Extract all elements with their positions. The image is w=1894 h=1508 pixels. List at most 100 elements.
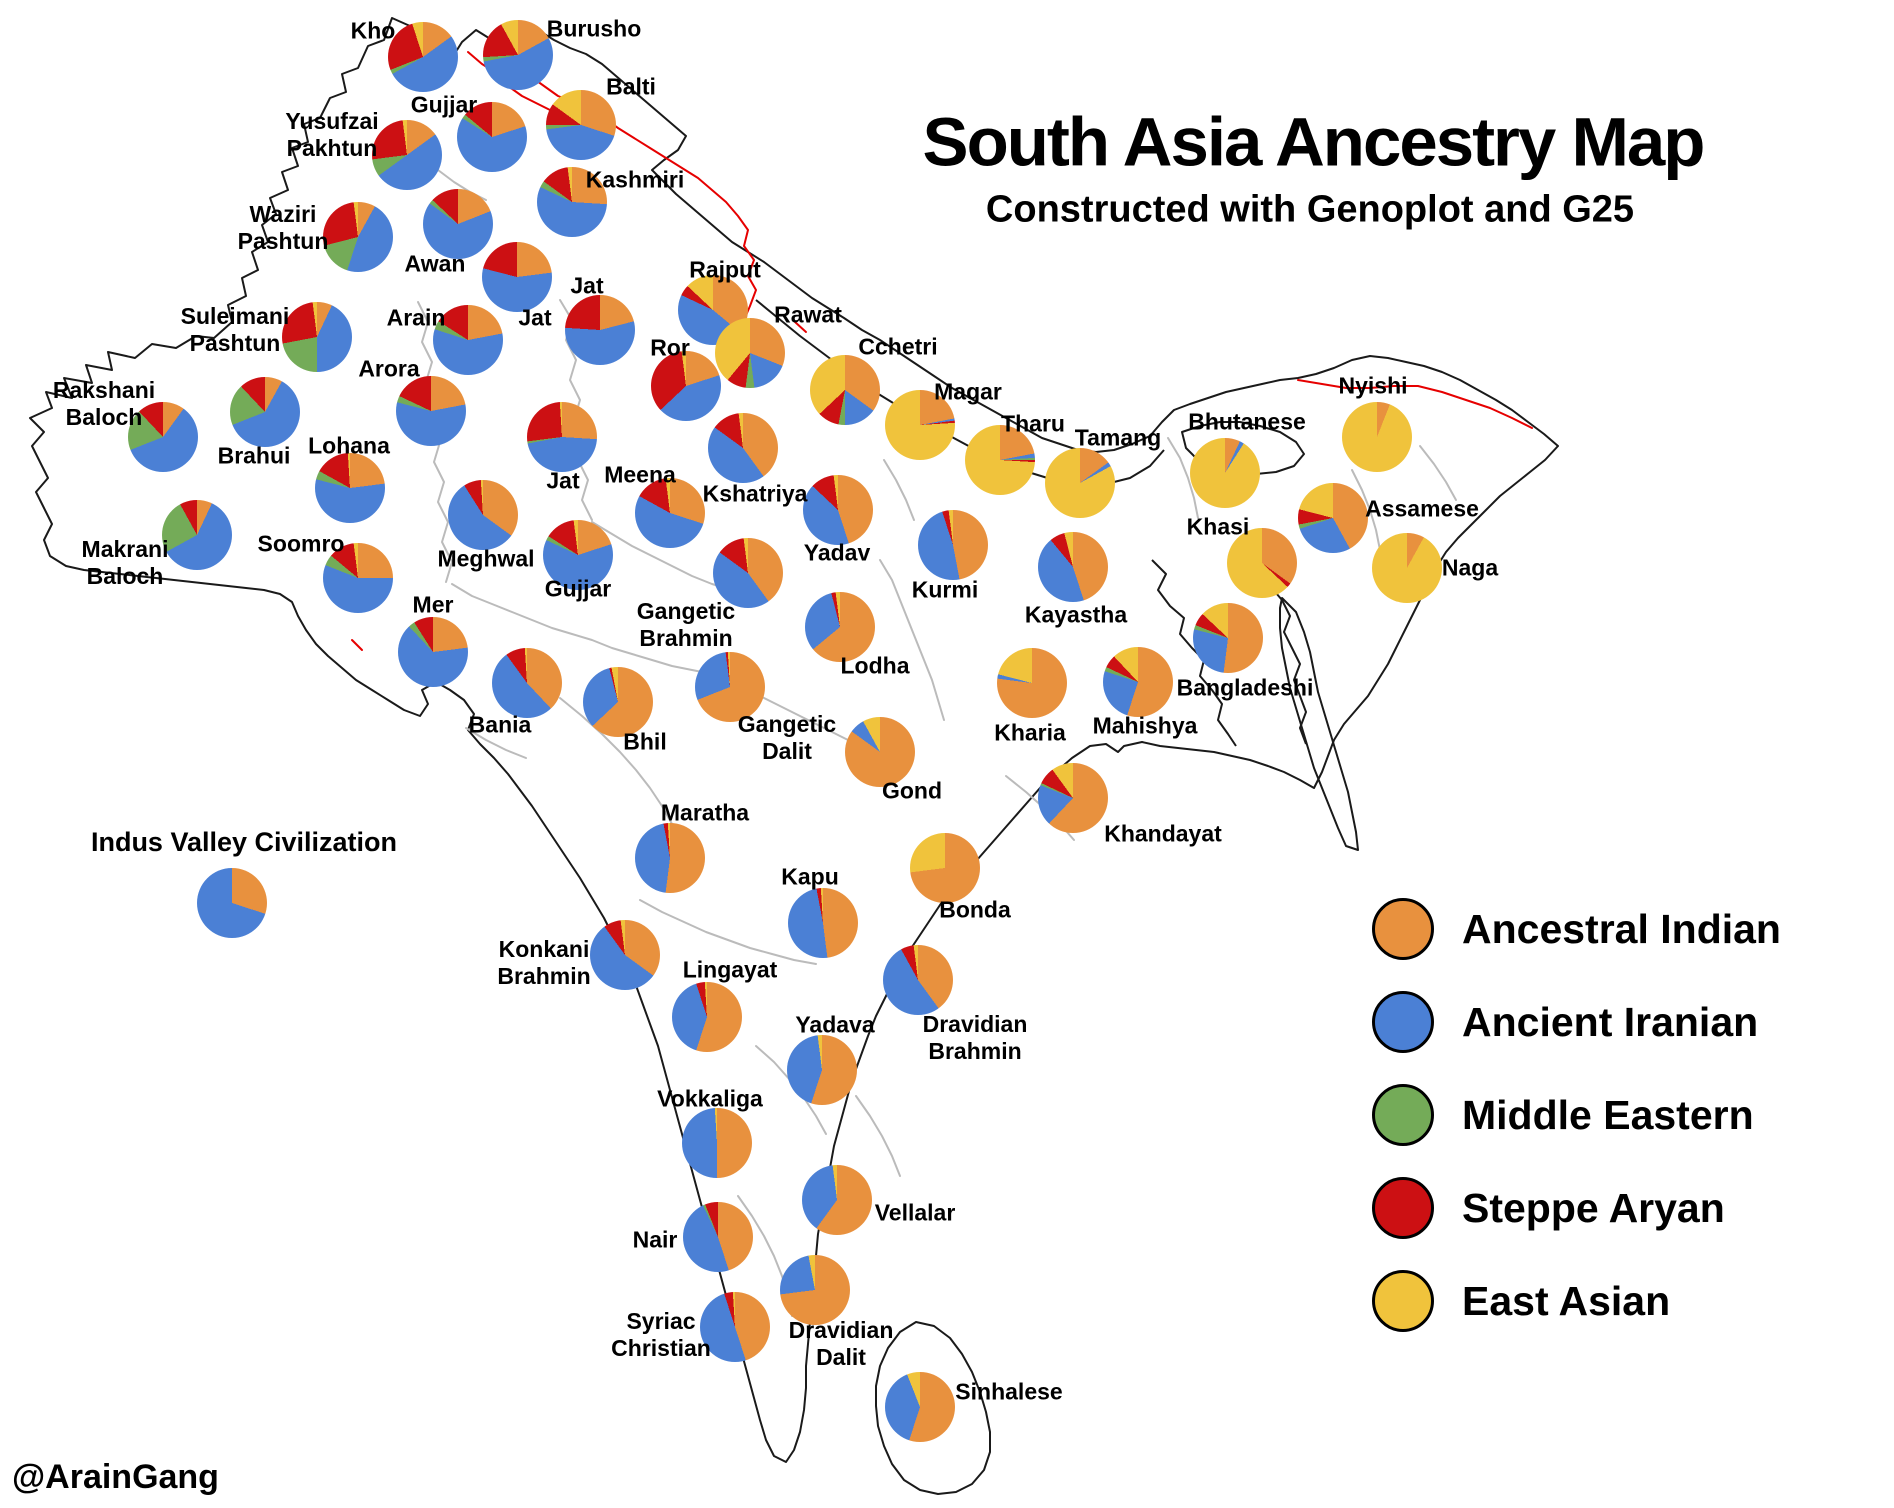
pie-dravidian-brahmin <box>883 945 953 1015</box>
pie-meena <box>635 478 705 548</box>
pie-tamang <box>1045 448 1115 518</box>
legend-item-steppe-aryan: Steppe Aryan <box>1372 1177 1781 1239</box>
pie-kshatriya <box>708 413 778 483</box>
state-boundary-line <box>639 899 817 965</box>
label-gujjar-south: Gujjar <box>544 575 612 602</box>
state-boundary-line <box>855 1095 901 1177</box>
label-khasi: Khasi <box>1186 513 1250 540</box>
pie-bhil <box>583 667 653 737</box>
pie-mahishya <box>1103 647 1173 717</box>
pie-awan <box>423 189 493 259</box>
label-gangetic-dalit: Gangetic Dalit <box>737 711 837 764</box>
pie-suleimani-pashtun <box>282 302 352 372</box>
pie-indus-valley-civilization <box>197 868 267 938</box>
disputed-border-northeast <box>1297 379 1533 429</box>
pie-cchetri <box>810 355 880 425</box>
ancestral-indian-swatch-icon <box>1372 898 1434 960</box>
label-tharu: Tharu <box>1001 410 1065 437</box>
pie-arain <box>433 305 503 375</box>
pie-naga <box>1372 533 1442 603</box>
label-dravidian-dalit: Dravidian Dalit <box>788 1317 894 1370</box>
pie-kharia <box>997 648 1067 718</box>
state-boundary-line <box>1351 469 1381 551</box>
pie-ror <box>651 351 721 421</box>
legend-label: Middle Eastern <box>1462 1091 1754 1138</box>
label-syriac-christian: Syriac Christian <box>611 1308 711 1361</box>
label-kurmi: Kurmi <box>911 576 979 603</box>
label-awan: Awan <box>404 250 466 277</box>
pie-yadav <box>803 475 873 545</box>
disputed-border-west-nepal <box>794 321 807 333</box>
pie-assamese <box>1298 483 1368 553</box>
label-bhil: Bhil <box>623 728 667 755</box>
pie-mer <box>398 617 468 687</box>
label-dravidian-brahmin: Dravidian Brahmin <box>922 1011 1028 1064</box>
state-boundary-line <box>1167 437 1199 519</box>
pie-gangetic-dalit <box>695 652 765 722</box>
legend: Ancestral Indian Ancient Iranian Middle … <box>1372 898 1781 1363</box>
pie-magar <box>885 390 955 460</box>
pie-makrani-baloch <box>162 500 232 570</box>
pie-gujjar-north <box>457 102 527 172</box>
pie-waziri-pashtun <box>323 202 393 272</box>
label-nyishi: Nyishi <box>1338 372 1408 399</box>
label-jat-rajasthan: Jat <box>546 467 580 494</box>
state-boundary-line <box>591 521 733 591</box>
page-title: South Asia Ancestry Map <box>922 103 1706 181</box>
label-bangladeshi: Bangladeshi <box>1176 674 1314 701</box>
pie-yadava <box>787 1035 857 1105</box>
label-ror: Ror <box>650 334 690 361</box>
pie-vokkaliga <box>682 1108 752 1178</box>
label-waziri-pashtun: Waziri Pashtun <box>237 201 329 254</box>
pie-yusufzai-pakhtun <box>372 120 442 190</box>
label-kharia: Kharia <box>994 719 1066 746</box>
legend-label: East Asian <box>1462 1277 1671 1324</box>
steppe-aryan-swatch-icon <box>1372 1177 1434 1239</box>
label-yadav: Yadav <box>803 539 871 566</box>
pie-kho <box>388 22 458 92</box>
legend-label: Ancient Iranian <box>1462 998 1759 1045</box>
pie-rawat <box>715 318 785 388</box>
label-bonda: Bonda <box>939 896 1011 923</box>
pie-tharu <box>965 425 1035 495</box>
label-gangetic-brahmin: Gangetic Brahmin <box>636 598 736 651</box>
label-yusufzai-pakhtun: Yusufzai Pakhtun <box>285 108 379 161</box>
pie-khasi <box>1227 528 1297 598</box>
label-cchetri: Cchetri <box>858 333 938 360</box>
label-maratha: Maratha <box>660 799 750 826</box>
label-nair: Nair <box>632 1226 678 1253</box>
label-burusho: Burusho <box>546 15 642 42</box>
label-kashmiri: Kashmiri <box>585 166 685 193</box>
legend-item-ancient-iranian: Ancient Iranian <box>1372 991 1781 1053</box>
label-rawat: Rawat <box>774 301 842 328</box>
label-lingayat: Lingayat <box>682 956 778 983</box>
pie-balti <box>546 90 616 160</box>
pie-lingayat <box>672 982 742 1052</box>
label-jat-punjab: Jat <box>518 304 552 331</box>
legend-label: Steppe Aryan <box>1462 1184 1725 1231</box>
disputed-border-sir-creek <box>351 639 363 651</box>
pie-jat-rajasthan <box>527 402 597 472</box>
pie-kayastha <box>1038 532 1108 602</box>
label-lodha: Lodha <box>840 652 910 679</box>
pie-konkani-brahmin <box>590 920 660 990</box>
label-mahishya: Mahishya <box>1092 712 1198 739</box>
pie-gond <box>845 717 915 787</box>
state-boundary-line <box>879 559 945 721</box>
label-tamang: Tamang <box>1074 424 1162 451</box>
label-arain: Arain <box>386 304 446 331</box>
pie-sinhalese <box>885 1372 955 1442</box>
pie-jat-punjab <box>482 242 552 312</box>
ancient-iranian-swatch-icon <box>1372 991 1434 1053</box>
label-kshatriya: Kshatriya <box>702 480 808 507</box>
middle-eastern-swatch-icon <box>1372 1084 1434 1146</box>
label-suleimani-pashtun: Suleimani Pashtun <box>180 303 290 356</box>
arakan-coast <box>1279 597 1359 851</box>
sri-lanka-outline <box>875 1321 991 1495</box>
pie-burusho <box>483 20 553 90</box>
pie-syriac-christian <box>700 1292 770 1362</box>
pie-gujjar-south <box>543 520 613 590</box>
pie-soomro <box>323 543 393 613</box>
pie-gangetic-brahmin <box>713 538 783 608</box>
